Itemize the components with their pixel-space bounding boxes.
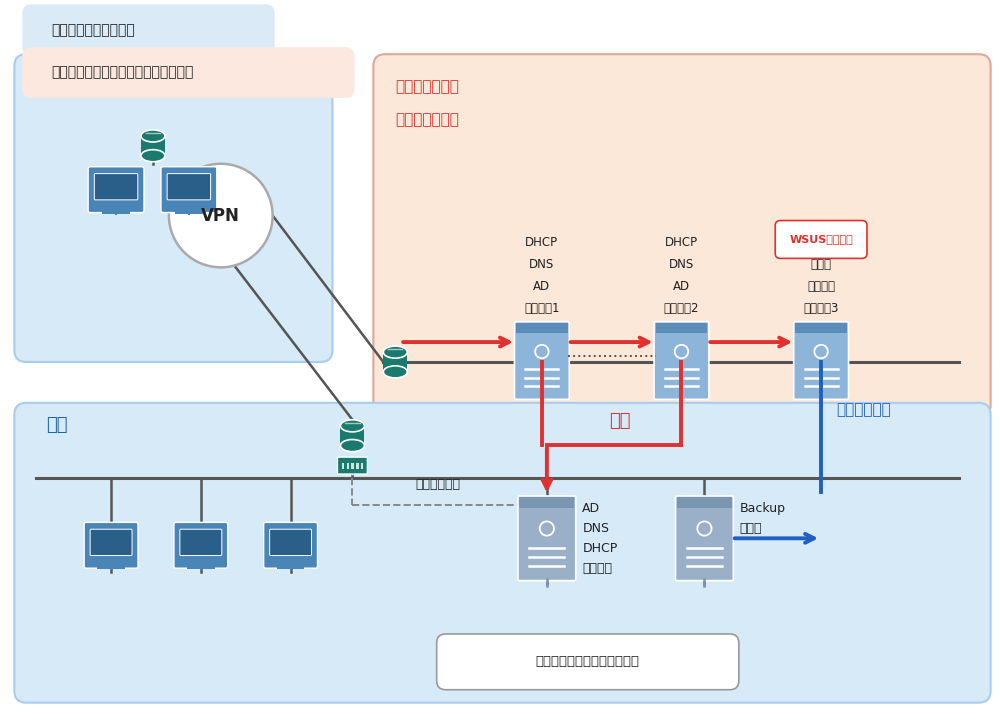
FancyBboxPatch shape — [518, 496, 576, 580]
Text: AD: AD — [533, 280, 550, 293]
Bar — [342, 463, 344, 469]
Text: サーバ: サーバ — [740, 523, 762, 536]
Ellipse shape — [383, 366, 407, 378]
Bar — [656, 323, 707, 333]
Text: DNS: DNS — [582, 523, 609, 536]
Text: AD: AD — [673, 280, 690, 293]
Bar — [141, 136, 165, 156]
Text: ファイル: ファイル — [582, 562, 612, 575]
FancyBboxPatch shape — [794, 322, 849, 400]
Text: 移行: 移行 — [609, 412, 630, 430]
Text: Backup: Backup — [740, 503, 786, 516]
Text: 移行完了後に旧サーバを削除: 移行完了後に旧サーバを削除 — [536, 655, 640, 668]
Bar — [277, 566, 304, 569]
Bar — [351, 463, 354, 469]
Bar — [102, 210, 130, 214]
Ellipse shape — [340, 420, 364, 432]
Bar — [383, 352, 407, 372]
Ellipse shape — [340, 439, 364, 451]
FancyBboxPatch shape — [514, 322, 569, 400]
Text: WSUS（新規）: WSUS（新規） — [789, 235, 853, 245]
Bar — [361, 463, 363, 469]
Text: 青い網掛けは既存環境: 青い網掛けは既存環境 — [51, 23, 135, 37]
Text: DNS: DNS — [669, 258, 694, 271]
Bar — [187, 566, 215, 569]
Text: バックアップ: バックアップ — [836, 402, 891, 418]
FancyBboxPatch shape — [270, 529, 312, 556]
FancyBboxPatch shape — [94, 174, 138, 200]
Text: ファイル: ファイル — [807, 280, 835, 293]
Text: 事務所: 事務所 — [53, 79, 85, 97]
Text: 本社: 本社 — [46, 415, 68, 433]
FancyBboxPatch shape — [775, 220, 867, 258]
Bar — [347, 463, 349, 469]
FancyBboxPatch shape — [654, 322, 709, 400]
Ellipse shape — [141, 150, 165, 162]
Bar — [516, 323, 568, 333]
Text: （旧サーバ）: （旧サーバ） — [415, 478, 460, 491]
Bar — [519, 498, 574, 508]
FancyBboxPatch shape — [676, 496, 733, 580]
FancyBboxPatch shape — [22, 48, 354, 98]
Bar — [795, 323, 847, 333]
FancyBboxPatch shape — [84, 523, 138, 568]
FancyBboxPatch shape — [88, 167, 144, 212]
Text: DHCP: DHCP — [582, 542, 618, 555]
Bar — [677, 498, 732, 508]
FancyBboxPatch shape — [373, 54, 991, 417]
FancyBboxPatch shape — [180, 529, 222, 556]
FancyBboxPatch shape — [437, 634, 739, 690]
FancyBboxPatch shape — [174, 523, 228, 568]
FancyBboxPatch shape — [264, 523, 318, 568]
Text: データセンター: データセンター — [395, 79, 459, 94]
Bar — [175, 210, 203, 214]
Text: DHCP: DHCP — [525, 236, 558, 249]
Text: AD: AD — [582, 503, 600, 516]
FancyBboxPatch shape — [22, 4, 275, 55]
Text: （新規サーバ）: （新規サーバ） — [395, 112, 459, 127]
FancyBboxPatch shape — [167, 174, 211, 200]
FancyBboxPatch shape — [14, 54, 332, 362]
Ellipse shape — [383, 346, 407, 358]
Text: サーバ＃3: サーバ＃3 — [803, 302, 839, 315]
Text: 赤い網掛けは新規作成した今回の環境: 赤い網掛けは新規作成した今回の環境 — [51, 66, 194, 80]
Text: サーバ: サーバ — [811, 258, 832, 271]
FancyBboxPatch shape — [161, 167, 217, 212]
Ellipse shape — [141, 130, 165, 142]
Text: サーバ＃1: サーバ＃1 — [524, 302, 560, 315]
Circle shape — [169, 163, 273, 267]
Text: DHCP: DHCP — [665, 236, 698, 249]
Bar — [356, 463, 359, 469]
Text: DNS: DNS — [529, 258, 555, 271]
FancyBboxPatch shape — [337, 457, 367, 474]
Text: サーバ＃2: サーバ＃2 — [664, 302, 699, 315]
FancyBboxPatch shape — [90, 529, 132, 556]
Bar — [97, 566, 125, 569]
Text: VPN: VPN — [201, 207, 240, 225]
FancyBboxPatch shape — [14, 402, 991, 703]
Bar — [340, 426, 364, 446]
